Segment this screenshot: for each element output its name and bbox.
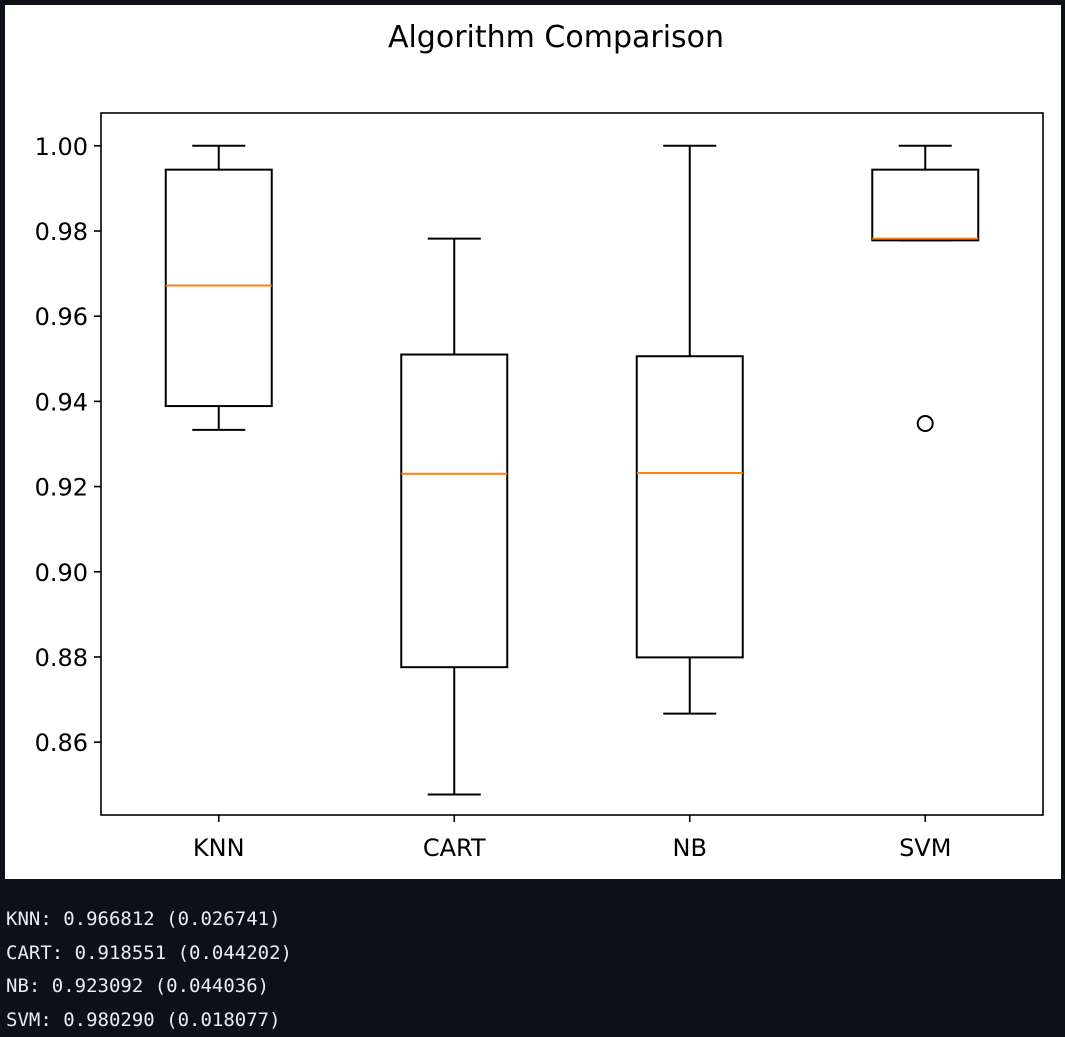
box-svm — [872, 170, 978, 241]
console-output: KNN: 0.966812 (0.026741) CART: 0.918551 … — [6, 903, 1056, 1037]
figure-panel: Algorithm Comparison 0.86 0.88 0.90 0.92 0.9… — [5, 5, 1061, 879]
x-tick-label-knn: KNN — [193, 834, 245, 862]
box-cart — [401, 355, 507, 668]
y-tick-label: 0.98 — [35, 218, 88, 246]
y-tick-label: 0.96 — [35, 303, 88, 331]
box-knn — [166, 170, 272, 406]
x-tick-label-svm: SVM — [899, 834, 951, 862]
chart-marks: 0.86 0.88 0.90 0.92 0.94 0.96 0.98 1.00 KNN CART N… — [35, 133, 979, 862]
y-tick-label: 0.90 — [35, 559, 88, 587]
y-tick-label: 0.86 — [35, 729, 88, 757]
console-line-nb: NB: 0.923092 (0.044036) — [6, 970, 1056, 1004]
console-line-knn: KNN: 0.966812 (0.026741) — [6, 903, 1056, 937]
box-nb — [637, 356, 743, 657]
y-tick-label: 0.92 — [35, 474, 88, 502]
boxplot-chart: Algorithm Comparison 0.86 0.88 0.90 0.92 0.9… — [5, 5, 1061, 879]
y-tick-label: 1.00 — [35, 133, 88, 161]
outlier-point-svm — [918, 416, 933, 431]
y-tick-label: 0.94 — [35, 388, 88, 416]
x-tick-label-cart: CART — [423, 834, 486, 862]
console-line-cart: CART: 0.918551 (0.044202) — [6, 937, 1056, 971]
y-tick-label: 0.88 — [35, 644, 88, 672]
chart-title: Algorithm Comparison — [388, 20, 724, 55]
x-tick-label-nb: NB — [673, 834, 707, 862]
plot-frame — [101, 113, 1043, 815]
